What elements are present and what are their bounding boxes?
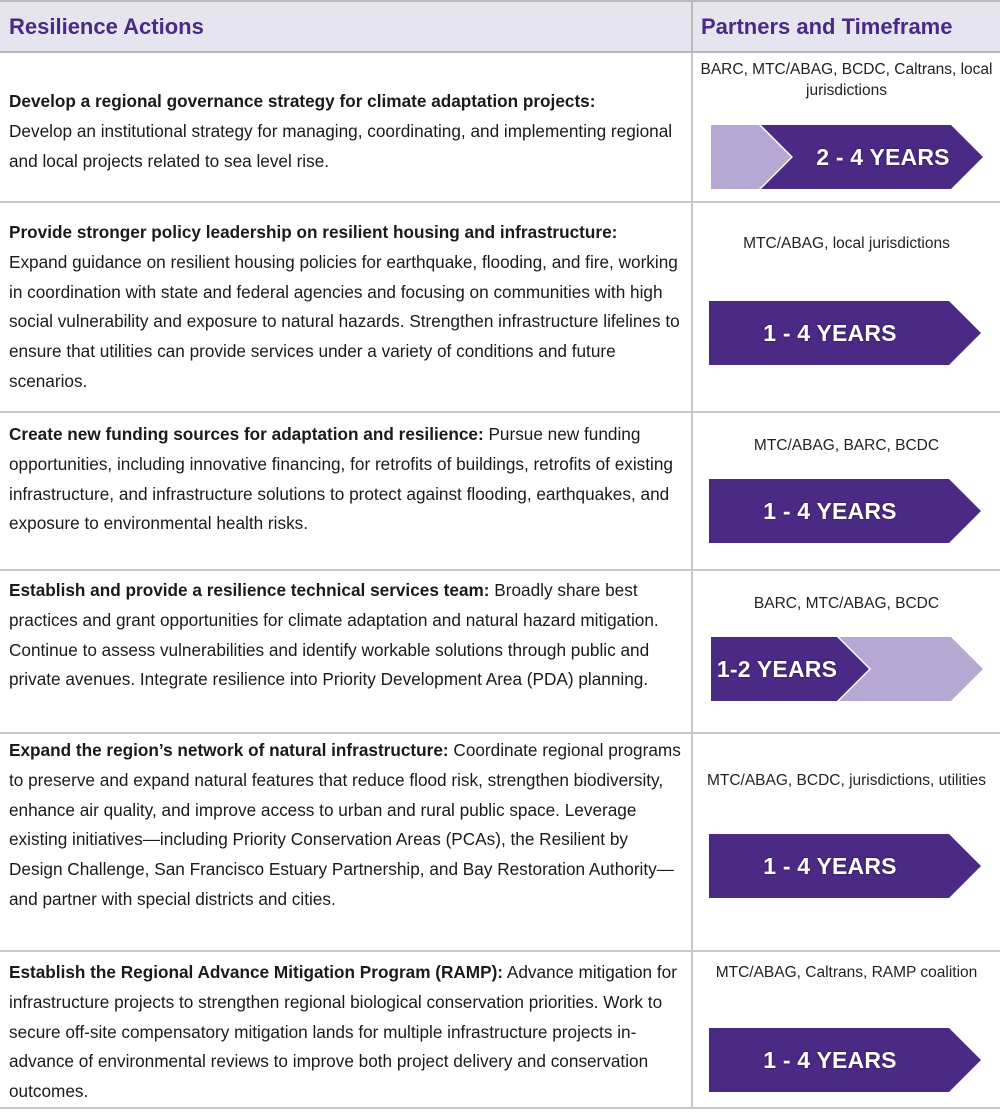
action-description: Establish and provide a resilience techn…	[9, 576, 681, 695]
timeframe-badge: 1 - 4 YEARS	[709, 1028, 981, 1092]
partners-text: MTC/ABAG, local jurisdictions	[743, 235, 950, 252]
table-row: Establish the Regional Advance Mitigatio…	[0, 952, 1000, 1109]
header-label-actions: Resilience Actions	[9, 13, 204, 39]
timeframe-arrow-shape	[709, 834, 981, 898]
partners-text: MTC/ABAG, BARC, BCDC	[753, 437, 940, 454]
action-cell: Develop a regional governance strategy f…	[0, 53, 693, 201]
action-cell: Create new funding sources for adaptatio…	[0, 413, 693, 569]
table-header: Resilience Actions Partners and Timefram…	[0, 0, 1000, 53]
table-row: Create new funding sources for adaptatio…	[0, 413, 1000, 571]
timeframe-arrow-shape	[709, 301, 981, 365]
header-cell-actions: Resilience Actions	[0, 2, 693, 51]
partners-cell: MTC/ABAG, Caltrans, RAMP coalition 1 - 4…	[693, 952, 1000, 1107]
timeframe-badge: 2 - 4 YEARS	[711, 125, 983, 189]
action-description: Create new funding sources for adaptatio…	[9, 420, 681, 539]
partners-text: MTC/ABAG, Caltrans, RAMP coalition	[715, 964, 978, 981]
action-body: Expand guidance on resilient housing pol…	[9, 251, 680, 391]
partners-cell: BARC, MTC/ABAG, BCDC 1-2 YEARS	[693, 571, 1000, 732]
timeframe-arrow-shape	[709, 1028, 981, 1092]
action-title: Expand the region’s network of natural i…	[9, 740, 449, 760]
partners-cell: MTC/ABAG, BARC, BCDC 1 - 4 YEARS	[693, 413, 1000, 569]
timeframe-badge: 1 - 4 YEARS	[709, 301, 981, 365]
action-description: Establish the Regional Advance Mitigatio…	[9, 958, 681, 1107]
table-row: Develop a regional governance strategy f…	[0, 53, 1000, 203]
action-description: Expand the region’s network of natural i…	[9, 736, 681, 915]
table-row: Provide stronger policy leadership on re…	[0, 203, 1000, 413]
partners-cell: MTC/ABAG, BCDC, jurisdictions, utilities…	[693, 734, 1000, 950]
timeframe-badge: 1 - 4 YEARS	[709, 834, 981, 898]
timeframe-label: 1 - 4 YEARS	[763, 497, 897, 524]
action-title: Develop a regional governance strategy f…	[9, 91, 596, 111]
action-body: Pursue new funding opportunities, includ…	[9, 424, 673, 534]
action-body: Advance mitigation for infrastructure pr…	[9, 962, 677, 1102]
action-cell: Establish the Regional Advance Mitigatio…	[0, 952, 693, 1107]
timeframe-arrow-shape	[711, 125, 983, 189]
partners-cell: MTC/ABAG, local jurisdictions 1 - 4 YEAR…	[693, 203, 1000, 411]
action-description: Develop a regional governance strategy f…	[9, 87, 681, 176]
header-cell-partners: Partners and Timeframe	[693, 2, 1000, 51]
timeframe-label: 1-2 YEARS	[716, 655, 838, 682]
action-title: Establish and provide a resilience techn…	[9, 580, 490, 600]
action-title: Provide stronger policy leadership on re…	[9, 222, 618, 242]
timeframe-label: 2 - 4 YEARS	[816, 143, 950, 170]
action-cell: Expand the region’s network of natural i…	[0, 734, 693, 950]
timeframe-badge: 1-2 YEARS	[711, 637, 983, 701]
action-title: Establish the Regional Advance Mitigatio…	[9, 962, 504, 982]
partners-text: BARC, MTC/ABAG, BCDC, Caltrans, local ju…	[700, 61, 993, 99]
timeframe-label: 1 - 4 YEARS	[763, 852, 897, 879]
partners-cell: BARC, MTC/ABAG, BCDC, Caltrans, local ju…	[693, 53, 1000, 201]
action-cell: Establish and provide a resilience techn…	[0, 571, 693, 732]
action-title: Create new funding sources for adaptatio…	[9, 424, 484, 444]
table-row: Expand the region’s network of natural i…	[0, 734, 1000, 952]
timeframe-label: 1 - 4 YEARS	[763, 1046, 897, 1073]
action-cell: Provide stronger policy leadership on re…	[0, 203, 693, 411]
action-description: Provide stronger policy leadership on re…	[9, 218, 681, 397]
action-body: Develop an institutional strategy for ma…	[9, 120, 673, 171]
action-body: Broadly share best practices and grant o…	[9, 580, 659, 690]
table-row: Establish and provide a resilience techn…	[0, 571, 1000, 734]
timeframe-label: 1 - 4 YEARS	[763, 319, 897, 346]
partners-text: BARC, MTC/ABAG, BCDC	[753, 595, 940, 612]
timeframe-arrow-shape	[711, 637, 983, 701]
partners-text: MTC/ABAG, BCDC, jurisdictions, utilities	[706, 772, 987, 789]
action-body: Coordinate regional programs to preserve…	[9, 740, 681, 909]
header-label-partners: Partners and Timeframe	[701, 13, 953, 39]
timeframe-badge: 1 - 4 YEARS	[709, 479, 981, 543]
timeframe-arrow-shape	[709, 479, 981, 543]
